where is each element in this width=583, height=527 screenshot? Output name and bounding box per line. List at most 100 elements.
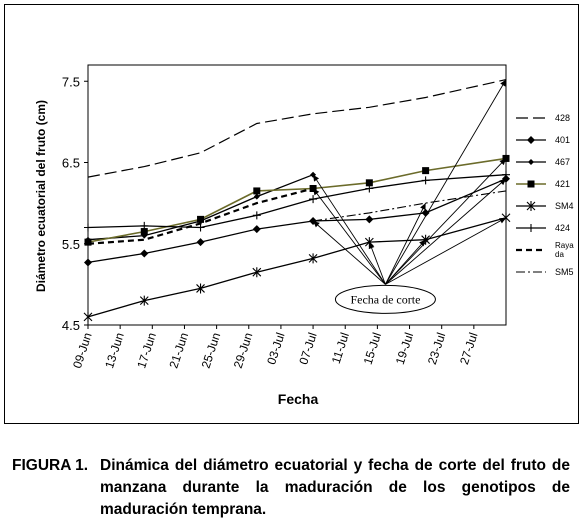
legend-label-401: 401 — [555, 135, 570, 145]
annotation-arrow — [385, 178, 507, 285]
caption-text: Dinámica del diámetro ecuatorial y fecha… — [100, 457, 570, 518]
point-421 — [422, 167, 430, 175]
annotation-arrow — [385, 158, 507, 285]
y-tick-label: 6.5 — [62, 156, 80, 171]
x-tick-label: 23-Jul — [425, 331, 448, 366]
annotation-arrow — [385, 217, 507, 285]
point-sm4 — [252, 267, 262, 278]
line-chart: 4.5 5.5 6.5 7.5 09-Jun 13-Jun 17-Jun 21-Jun 25-… — [34, 64, 574, 407]
legend-marker-sm4 — [526, 201, 536, 211]
series-428 — [87, 79, 507, 178]
y-tick-label: 4.5 — [62, 318, 80, 333]
legend-marker-401 — [527, 136, 535, 144]
legend-label-428: 428 — [555, 113, 570, 123]
x-tick-label: 27-Jul — [457, 331, 480, 366]
point-424 — [140, 221, 149, 230]
point-421 — [365, 179, 373, 187]
legend-marker-424 — [527, 224, 535, 232]
point-421 — [197, 215, 205, 223]
x-tick-label: 25-Jun — [199, 331, 224, 370]
x-tick-label: 03-Jul — [264, 331, 287, 366]
series-rayada — [87, 187, 314, 245]
point-sm4 — [196, 283, 205, 294]
plot-area — [87, 64, 507, 326]
point-424 — [365, 184, 374, 193]
series-sm5 — [313, 190, 507, 222]
series-line-rayada — [87, 187, 314, 245]
series-424 — [84, 170, 510, 232]
point-401 — [252, 225, 261, 234]
legend-marker-421 — [527, 180, 535, 188]
point-401 — [196, 238, 205, 247]
legend-label-sm5: SM5 — [555, 267, 574, 277]
point-421 — [140, 228, 148, 236]
x-tick-label: 21-Jun — [166, 331, 191, 370]
annotation-arrowhead — [313, 188, 320, 196]
figure-frame — [4, 4, 579, 424]
annotation-arrow — [312, 188, 386, 285]
point-424 — [421, 176, 430, 185]
legend: 428 401 467 421 SM4 424 Raya da SM5 — [516, 113, 574, 277]
annotation-arrow — [312, 174, 386, 285]
legend-label-line: da — [555, 250, 564, 259]
legend-label-424: 424 — [555, 223, 570, 233]
series-line-421 — [87, 157, 507, 243]
x-tick-label: 11-Jul — [329, 331, 352, 366]
point-sm4 — [308, 253, 318, 264]
annotation-arrowhead — [313, 174, 320, 182]
series-401 — [84, 174, 510, 267]
point-sm4 — [139, 295, 149, 306]
legend-label-421: 421 — [555, 179, 570, 189]
x-tick-label: 13-Jun — [102, 331, 127, 370]
point-401 — [140, 249, 149, 258]
point-424 — [309, 195, 318, 204]
annotation-layer: Fecha de corte — [312, 79, 507, 314]
legend-label-line: SM5 — [555, 267, 574, 277]
y-tick-label: 7.5 — [62, 74, 80, 89]
x-tick-label: 29-Jun — [231, 331, 256, 370]
annotation-arrow — [385, 79, 507, 285]
y-tick-label: 5.5 — [62, 237, 80, 252]
legend-label-rayada: Raya da — [555, 241, 574, 259]
legend-label-line: 424 — [555, 223, 570, 233]
annotation-arrowhead — [500, 79, 506, 87]
x-tick-label: 09-Jun — [70, 331, 95, 370]
annotation-arrow — [312, 220, 386, 285]
series-sm4 — [83, 212, 511, 322]
annotation-label: Fecha de corte — [350, 292, 420, 306]
point-421 — [253, 187, 261, 195]
legend-label-line: 421 — [555, 179, 570, 189]
y-axis: 4.5 5.5 6.5 7.5 — [62, 74, 88, 333]
annotation-arrowhead — [313, 221, 320, 228]
point-421 — [84, 238, 92, 246]
point-424 — [84, 223, 92, 232]
series-line-sm4 — [87, 217, 507, 318]
legend-marker-467 — [528, 159, 534, 165]
series-line-sm5 — [313, 190, 507, 222]
y-axis-label: Diámetro ecuatorial del fruto (cm) — [34, 100, 48, 292]
point-424 — [502, 170, 510, 179]
series-line-401 — [87, 178, 507, 264]
x-tick-label: 15-Jul — [361, 331, 384, 366]
point-401 — [84, 258, 92, 267]
point-401 — [365, 215, 374, 224]
legend-label-sm4: SM4 — [555, 201, 574, 211]
legend-label-line: SM4 — [555, 201, 574, 211]
point-401 — [421, 208, 430, 217]
x-tick-label: 07-Jul — [296, 331, 319, 366]
x-axis-label: Fecha — [278, 391, 319, 407]
annotation-arrowhead — [499, 158, 506, 166]
legend-label-line: 428 — [555, 113, 570, 123]
annotation-arrow — [385, 202, 427, 285]
legend-label-467: 467 — [555, 157, 570, 167]
series-line-424 — [87, 174, 507, 229]
x-tick-label: 17-Jun — [134, 331, 159, 370]
legend-label-line: Raya — [555, 241, 574, 250]
point-424 — [196, 223, 205, 232]
annotation-arrowhead — [499, 217, 506, 224]
annotation-arrowhead — [368, 242, 375, 250]
caption-label: FIGURA 1. — [12, 457, 89, 474]
legend-label-line: 401 — [555, 135, 570, 145]
annotation-ellipse — [334, 284, 436, 314]
legend-label-line: 467 — [555, 157, 570, 167]
